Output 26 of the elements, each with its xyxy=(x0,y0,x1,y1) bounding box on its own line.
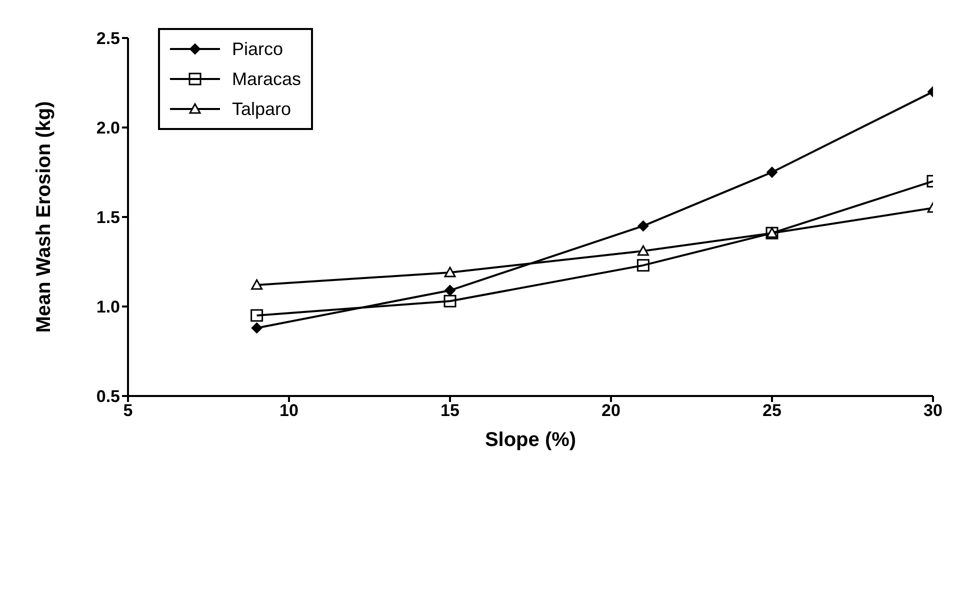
point xyxy=(636,259,650,272)
point xyxy=(638,220,649,232)
point xyxy=(637,245,649,256)
x-tick-label: 10 xyxy=(280,401,298,420)
x-tick-label: 5 xyxy=(123,401,133,420)
x-tick-label: 30 xyxy=(924,401,942,420)
x-tick-label: 20 xyxy=(602,401,620,420)
y-tick-label: 2.5 xyxy=(96,29,120,48)
x-tick-label: 25 xyxy=(762,401,782,420)
point xyxy=(250,309,264,322)
legend-label: Maracas xyxy=(232,68,302,91)
legend-label: Piarco xyxy=(232,38,284,61)
point xyxy=(251,322,262,334)
y-tick-label: 2.0 xyxy=(96,118,120,138)
y-axis-title: Mean Wash Erosion (kg) xyxy=(33,101,56,333)
legend-label: Talparo xyxy=(232,98,292,121)
point xyxy=(444,266,456,278)
point xyxy=(766,166,778,178)
point xyxy=(444,294,456,308)
x-tick-label: 15 xyxy=(440,401,460,420)
point xyxy=(444,284,456,296)
y-tick-label: 1.5 xyxy=(96,208,120,228)
x-axis-title: Slope (%) xyxy=(484,429,576,451)
y-tick-label: 1.0 xyxy=(96,298,120,317)
point xyxy=(251,279,263,290)
y-tick-label: 0.5 xyxy=(96,387,120,406)
